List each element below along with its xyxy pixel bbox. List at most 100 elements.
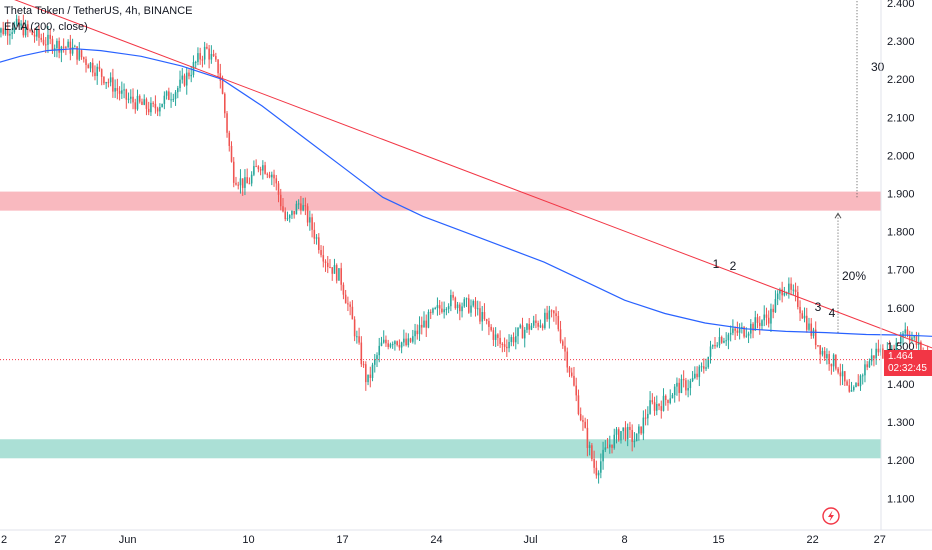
candle-body [532, 320, 535, 326]
candle [134, 98, 137, 114]
candle-body [407, 338, 410, 346]
candle-body [15, 18, 18, 25]
candle-body [908, 335, 911, 341]
candle-body [472, 301, 475, 306]
price-tick-label: 1.700 [887, 265, 915, 277]
candle [716, 342, 719, 348]
candle-body [732, 328, 734, 333]
candle [476, 300, 479, 316]
candle [776, 290, 779, 306]
candle-body [696, 373, 698, 378]
candle [472, 299, 475, 308]
candle-body [89, 62, 92, 69]
candle [763, 305, 766, 327]
candle-body [358, 336, 360, 343]
candle-body [810, 323, 813, 336]
candle [528, 317, 530, 335]
candle-body [606, 447, 609, 449]
candle [318, 233, 320, 254]
candle [9, 29, 11, 45]
candle-body [208, 48, 210, 60]
candle [412, 329, 414, 344]
candle-body [526, 323, 528, 330]
candle-body [792, 289, 795, 291]
candle [647, 406, 649, 426]
candle-body [24, 24, 27, 36]
candle-body [703, 366, 705, 369]
candle [602, 441, 604, 470]
candle-body [595, 467, 598, 476]
candle [56, 38, 58, 58]
candle-body [539, 325, 542, 327]
candle-body [658, 403, 660, 407]
arrowhead-icon [834, 212, 842, 219]
candle-body [194, 62, 197, 64]
candle [640, 426, 642, 436]
candle-body [65, 47, 67, 49]
candle [38, 25, 40, 46]
candle-body [877, 348, 880, 353]
candle [159, 103, 161, 117]
candle [835, 354, 837, 371]
candle [326, 255, 329, 274]
candle-body [479, 308, 481, 322]
candle-body [559, 329, 562, 342]
candle [253, 160, 255, 177]
candle [109, 72, 112, 87]
candle-body [130, 96, 132, 99]
candle [356, 330, 358, 344]
price-axis[interactable]: 1.100 1.200 1.300 1.400 1.500 1.600 1.700 1.800… [880, 0, 915, 530]
tradingview-logo-icon[interactable] [822, 507, 840, 525]
candle [53, 44, 56, 58]
candle [105, 81, 107, 89]
candle [443, 301, 445, 319]
candle-body [38, 29, 40, 38]
candle [564, 337, 566, 361]
candle [897, 342, 900, 344]
candle [35, 26, 38, 41]
candle [758, 316, 761, 335]
candle-body [633, 441, 636, 443]
candle-body [159, 107, 161, 112]
candle [846, 379, 848, 386]
candle-body [259, 169, 262, 171]
candle [398, 339, 401, 351]
time-tick-label: 2 [1, 534, 7, 546]
candle-body [584, 421, 586, 428]
candle [638, 424, 640, 441]
candle-body [631, 429, 633, 442]
candle-body [676, 382, 678, 387]
candle-body [143, 99, 145, 105]
candle [300, 195, 302, 215]
candle-body [257, 166, 260, 170]
candle [365, 361, 367, 391]
candle-body [613, 434, 616, 448]
time-axis[interactable]: 227Jun101724Jul8152227Aug [0, 529, 932, 546]
candle-body [109, 77, 112, 83]
candle [154, 95, 157, 114]
candle-body [488, 321, 490, 327]
candle [761, 319, 763, 331]
candle-body [685, 380, 687, 391]
candle [470, 299, 472, 317]
candle-body [181, 75, 184, 80]
candle [286, 211, 289, 222]
candle-body [412, 336, 414, 342]
candle-body [302, 205, 304, 211]
candle-body [839, 372, 842, 377]
candle [848, 378, 851, 393]
candle [239, 169, 242, 194]
candle-body [239, 178, 242, 186]
candle [772, 304, 774, 319]
price-tick-label: 1.300 [887, 417, 915, 429]
candle [591, 443, 593, 462]
candle-body [11, 32, 13, 34]
candle [74, 44, 76, 48]
candle [273, 169, 275, 187]
candle [814, 321, 817, 350]
candle [808, 317, 810, 332]
price-tick-label: 2.200 [887, 74, 915, 86]
candle [660, 400, 663, 419]
candle [855, 382, 857, 388]
